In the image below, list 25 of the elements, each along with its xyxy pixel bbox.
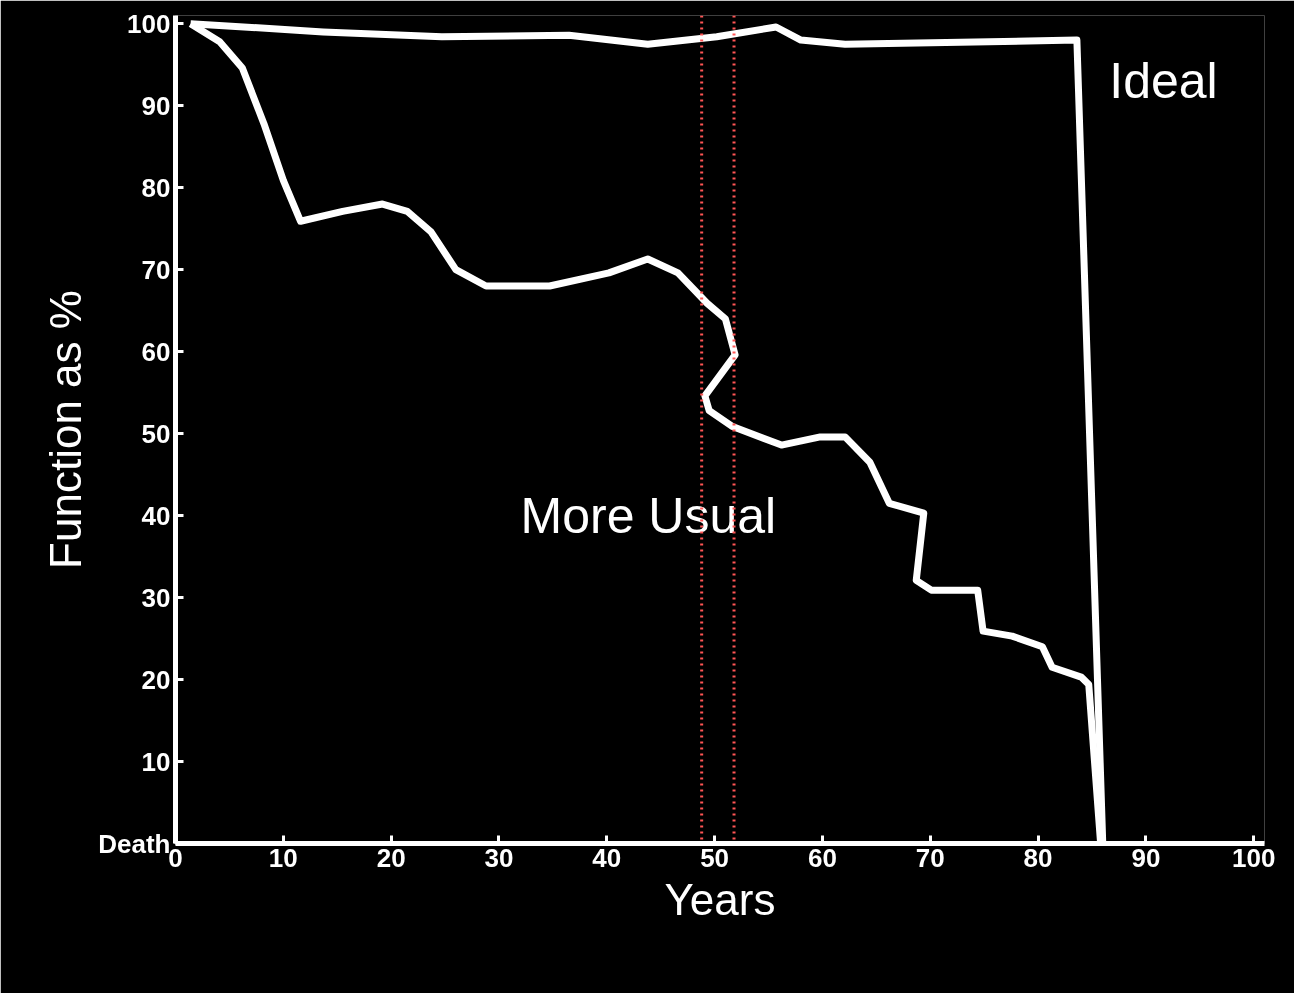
y-tick-label: 80 [141, 172, 171, 203]
x-tick-label: 40 [592, 842, 622, 873]
y-tick-label: 100 [127, 8, 171, 39]
series-label: Ideal [1109, 53, 1218, 110]
x-tick-label: 30 [484, 842, 514, 873]
y-tick-label: 70 [141, 254, 171, 285]
y-tick-label: 20 [141, 664, 171, 695]
series-label: More Usual [520, 487, 777, 544]
x-tick-label: 90 [1131, 842, 1161, 873]
x-tick-label: 20 [376, 842, 406, 873]
y-tick-label: 60 [141, 336, 171, 367]
x-tick-label: 80 [1023, 842, 1053, 873]
x-axis-title: Years [664, 874, 776, 924]
x-tick-label: 60 [807, 842, 837, 873]
y-tick-label: 30 [141, 582, 171, 613]
y-tick-label: 50 [141, 418, 171, 449]
y-tick-label: 90 [141, 90, 171, 121]
x-tick-label: 10 [268, 842, 298, 873]
x-tick-label: 0 [168, 842, 183, 873]
x-tick-label: 50 [700, 842, 730, 873]
x-tick-label: 70 [915, 842, 945, 873]
y-tick-label: 40 [141, 500, 171, 531]
y-axis-title: Function as % [41, 290, 91, 569]
y-tick-label: 10 [141, 746, 171, 777]
x-tick-label: 100 [1232, 842, 1276, 873]
